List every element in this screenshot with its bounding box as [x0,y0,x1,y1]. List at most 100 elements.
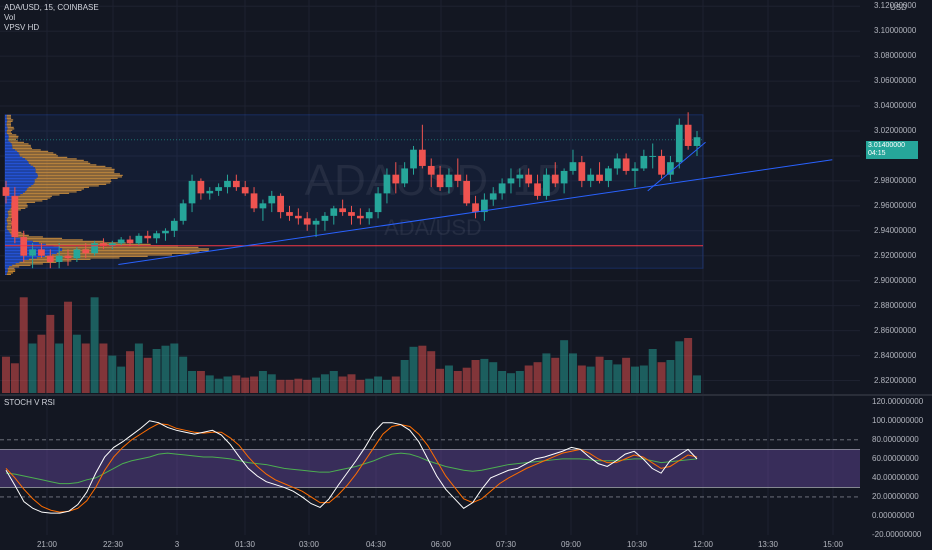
candle-body [543,174,550,196]
price-axis-label: 2.84000000 [874,350,917,360]
profile-row-sell [7,216,15,218]
vpsv-legend[interactable]: VPSV HD [4,23,40,32]
candle-body [605,168,612,181]
profile-row-sell [10,141,25,143]
profile-row-sell [6,273,11,275]
profile-row-buy [5,185,32,187]
candle-body [117,239,125,244]
candle [197,178,205,200]
candle-body [631,168,639,171]
candle-body [392,174,400,184]
profile-row-sell [37,176,122,178]
volume-bar [480,358,489,393]
candle [587,168,595,188]
candle-body [551,174,559,184]
volume-bar [232,375,241,393]
profile-row-buy [5,158,26,160]
volume-bar [675,341,684,393]
volume-bar [427,351,436,393]
candle-body [498,183,506,194]
profile-row-sell [51,254,172,256]
profile-row-sell [11,234,29,236]
currency-label: USD [890,3,907,12]
profile-row-sell [6,225,11,227]
candle-body [241,187,249,194]
profile-row-buy [5,267,8,269]
candle-body [179,203,187,221]
candle-body [472,203,479,213]
candle-body [73,249,81,259]
profile-row-sell [34,182,111,184]
volume-bar [631,366,639,393]
candle-body [356,215,364,219]
candle-countdown: 04:15 [868,150,886,157]
candle-body [286,212,293,216]
candle [330,205,338,225]
candle-body [613,158,621,169]
profile-row-buy [5,200,16,202]
profile-row-buy [5,215,9,217]
candle [100,238,107,250]
profile-row-sell [35,170,115,172]
profile-row-sell [25,158,77,160]
profile-row-buy [5,138,9,140]
profile-row-buy [5,230,9,232]
volume-bar [72,334,81,393]
profile-row-buy [5,273,7,275]
profile-row-sell [59,251,200,253]
profile-row-sell [8,138,16,140]
candle-body [206,190,214,194]
rsi-panel-title[interactable]: STOCH V RSI [4,398,55,407]
candle-body [330,208,338,216]
candle [2,180,10,204]
profile-row-sell [15,236,43,238]
candle-body [268,195,276,204]
profile-row-sell [6,125,11,127]
candle [303,212,311,231]
volume-bar [622,357,631,393]
profile-row-buy [5,155,20,157]
volume-bar [374,376,383,393]
profile-row-buy [5,189,27,191]
profile-row-buy [5,152,19,154]
profile-row-sell [12,264,31,266]
volume-bar [568,353,577,393]
candle [11,187,19,244]
candle-body [507,178,515,184]
profile-row-buy [5,258,29,260]
profile-row-buy [5,197,18,199]
volume-bar [595,356,604,393]
time-axis-label: 06:00 [430,540,452,549]
candle-body [100,243,107,246]
profile-row-sell [17,197,51,199]
volume-bar [604,360,613,393]
profile-row-buy [5,236,16,238]
candle [667,155,674,181]
profile-row-buy [5,128,8,130]
profile-row-sell [8,266,20,268]
symbol-legend[interactable]: ADA/USD, 15, COINBASE [4,3,99,12]
candle-body [55,255,63,262]
volume-legend[interactable]: Vol [4,13,16,22]
drawings [5,141,833,265]
profile-row-sell [26,189,82,191]
candles [2,112,701,269]
profile-row-sell [7,120,13,122]
price-axis-label: 3.02000000 [874,126,917,135]
profile-row-sell [7,128,15,130]
candle-body [91,243,98,254]
volume-bar [498,371,507,393]
volume-bar [10,363,19,393]
candle-body [232,180,240,188]
profile-row-sell [7,126,14,128]
rsi-axis-label: 20.00000000 [872,491,919,501]
volume-bar [214,378,223,393]
volume-bar [338,376,347,393]
candle-body [649,155,657,157]
profile-row-sell [37,174,123,176]
candle [117,237,125,246]
volume-bar [46,314,55,393]
time-axis-label: 13:30 [757,540,779,549]
profile-row-sell [37,173,120,175]
